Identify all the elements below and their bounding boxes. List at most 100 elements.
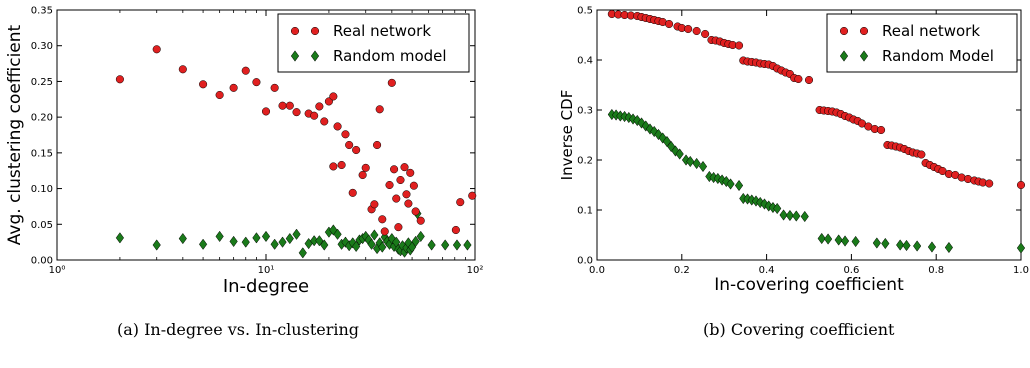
real-point bbox=[329, 92, 338, 101]
random-point bbox=[896, 239, 905, 251]
x-tick-label: 0.4 bbox=[759, 265, 775, 276]
random-point bbox=[779, 209, 788, 221]
real-point bbox=[373, 140, 382, 150]
y-axis-label: Avg. clustering coefficient bbox=[5, 24, 25, 245]
real-point bbox=[684, 24, 693, 34]
legend-label: Random model bbox=[333, 47, 447, 65]
legend-marker bbox=[839, 26, 849, 36]
real-point bbox=[252, 78, 261, 87]
y-axis-label: Inverse CDF bbox=[558, 90, 576, 181]
random-point bbox=[872, 237, 881, 249]
random-point bbox=[1016, 242, 1026, 254]
y-tick-label: 0.30 bbox=[31, 41, 53, 52]
random-point bbox=[285, 232, 294, 245]
random-point bbox=[441, 239, 450, 251]
real-point bbox=[341, 130, 350, 139]
y-tick-label: 0.25 bbox=[31, 77, 53, 88]
random-point bbox=[215, 230, 224, 243]
real-point bbox=[261, 107, 271, 116]
real-point bbox=[692, 26, 701, 36]
y-tick-label: 0.35 bbox=[31, 6, 53, 17]
real-point bbox=[199, 80, 208, 89]
random-point bbox=[927, 241, 937, 253]
y-tick-label: 0.15 bbox=[31, 148, 53, 159]
real-point bbox=[392, 194, 401, 203]
legend-marker bbox=[290, 26, 300, 36]
legend-marker bbox=[859, 26, 869, 36]
real-point bbox=[917, 150, 926, 159]
random-point bbox=[881, 237, 890, 250]
real-point bbox=[285, 101, 294, 110]
random-point bbox=[411, 235, 420, 248]
caption-right: (b) Covering coefficient bbox=[703, 320, 895, 339]
data-points bbox=[607, 9, 1026, 254]
real-point bbox=[358, 170, 367, 180]
real-point bbox=[402, 190, 411, 199]
x-axis-label: In-degree bbox=[223, 276, 309, 297]
real-point bbox=[292, 108, 301, 117]
random-point bbox=[851, 235, 860, 248]
real-point bbox=[348, 188, 357, 197]
random-point bbox=[292, 228, 301, 240]
series-real bbox=[115, 15, 477, 236]
real-point bbox=[270, 83, 279, 92]
real-point bbox=[310, 111, 319, 120]
y-tick-label: 0.05 bbox=[31, 220, 53, 231]
y-tick-label: 0.4 bbox=[577, 56, 593, 67]
real-point bbox=[985, 179, 994, 188]
random-point bbox=[367, 238, 376, 250]
real-point bbox=[394, 223, 403, 232]
random-point bbox=[115, 232, 125, 244]
real-point bbox=[345, 140, 354, 150]
random-point bbox=[315, 235, 324, 247]
legend-marker bbox=[859, 50, 869, 62]
real-point bbox=[877, 125, 886, 135]
random-point bbox=[650, 125, 659, 138]
legend-label: Real network bbox=[882, 22, 980, 40]
random-point bbox=[834, 234, 843, 246]
random-point bbox=[686, 155, 695, 168]
random-point bbox=[341, 236, 350, 248]
legend-marker bbox=[839, 50, 849, 62]
legend-label: Random Model bbox=[882, 47, 994, 65]
real-point bbox=[278, 101, 287, 110]
real-point bbox=[387, 78, 396, 87]
random-point bbox=[734, 179, 744, 192]
x-tick-label: 1.0 bbox=[1013, 265, 1029, 276]
real-point bbox=[315, 102, 324, 111]
real-point bbox=[115, 75, 124, 84]
random-point bbox=[370, 229, 379, 241]
y-tick-label: 0.00 bbox=[31, 256, 53, 267]
real-point bbox=[468, 191, 477, 200]
random-point bbox=[252, 232, 261, 244]
real-point bbox=[178, 65, 187, 74]
random-point bbox=[654, 128, 663, 141]
random-point bbox=[840, 235, 850, 247]
x-tick-label: 10⁰ bbox=[49, 265, 66, 276]
x-tick-label: 0.0 bbox=[589, 265, 605, 276]
real-point bbox=[215, 90, 224, 100]
random-point bbox=[817, 232, 826, 245]
real-point bbox=[734, 41, 744, 50]
random-point bbox=[352, 240, 361, 253]
y-tick-label: 0.0 bbox=[577, 256, 593, 267]
chart-left: 0.00 0.05 0.10 0.15 0.20 0.25 0.30 0.35 10⁰ 10¹ 10… bbox=[5, 6, 483, 298]
legend-box bbox=[826, 13, 1018, 73]
real-point bbox=[1016, 180, 1026, 190]
real-point bbox=[380, 227, 389, 236]
series-real bbox=[607, 9, 1026, 190]
random-point bbox=[298, 247, 307, 259]
real-point bbox=[385, 180, 394, 190]
random-point bbox=[800, 210, 809, 223]
random-point bbox=[760, 198, 769, 210]
real-point bbox=[337, 160, 346, 170]
random-point bbox=[278, 236, 287, 248]
random-point bbox=[773, 202, 782, 215]
y-tick-label: 0.1 bbox=[577, 206, 593, 217]
random-point bbox=[427, 239, 436, 251]
series-random bbox=[115, 207, 472, 259]
x-tick-label: 0.8 bbox=[928, 265, 944, 276]
random-point bbox=[902, 239, 911, 252]
real-point bbox=[456, 198, 465, 207]
x-tick-label: 10² bbox=[467, 265, 484, 276]
